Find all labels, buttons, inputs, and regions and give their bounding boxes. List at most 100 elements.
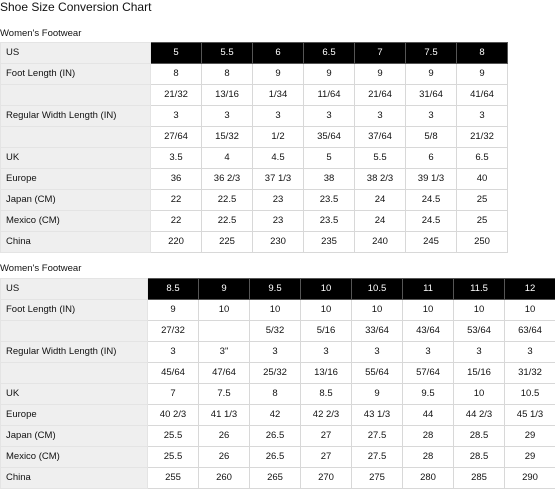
table-row: Europe 36 36 2/3 37 1/3 38 38 2/3 39 1/3 40 <box>0 168 508 190</box>
size-cell: 8 <box>201 63 253 85</box>
size-cell: 28 <box>402 425 454 447</box>
size-cell: 225 <box>201 231 253 253</box>
size-cell: 24 <box>354 210 406 232</box>
size-cell: 230 <box>252 231 304 253</box>
size-cell: 28.5 <box>453 446 505 468</box>
table-row: Foot Length (IN) 8 8 9 9 9 9 9 <box>0 63 508 85</box>
row-label: Regular Width Length (IN) <box>0 105 151 127</box>
size-cell: 24.5 <box>405 189 457 211</box>
size-cell: 6 <box>405 147 457 169</box>
size-cell: 10 <box>453 299 505 321</box>
size-cell: 3 <box>150 105 202 127</box>
size-cell: 22.5 <box>201 189 253 211</box>
row-label <box>0 126 151 148</box>
size-cell: 31/64 <box>405 84 457 106</box>
size-header-cell: 8.5 <box>147 278 199 300</box>
row-label: Japan (CM) <box>0 425 148 447</box>
size-cell: 5/16 <box>300 320 352 342</box>
size-cell: 23 <box>252 189 304 211</box>
size-cell: 9 <box>252 63 304 85</box>
size-cell: 53/64 <box>453 320 505 342</box>
row-label: US <box>0 42 151 64</box>
size-cell: 13/16 <box>300 362 352 384</box>
size-cell: 10 <box>504 299 555 321</box>
size-cell: 245 <box>405 231 457 253</box>
size-cell: 22 <box>150 210 202 232</box>
page-title: Shoe Size Conversion Chart <box>0 0 152 14</box>
size-cell: 13/16 <box>201 84 253 106</box>
size-header-cell: 5 <box>150 42 202 64</box>
size-cell: 250 <box>456 231 508 253</box>
size-cell: 240 <box>354 231 406 253</box>
size-cell: 10 <box>300 299 352 321</box>
size-header-cell: 9.5 <box>249 278 301 300</box>
table-row: UK 7 7.5 8 8.5 9 9.5 10 10.5 <box>0 383 555 405</box>
table-row: Japan (CM) 22 22.5 23 23.5 24 24.5 25 <box>0 189 508 211</box>
size-cell: 5 <box>303 147 355 169</box>
size-cell: 23.5 <box>303 189 355 211</box>
table-row: Regular Width Length (IN) 3 3" 3 3 3 3 3 3 <box>0 341 555 363</box>
size-cell: 24.5 <box>405 210 457 232</box>
table-row: China 255 260 265 270 275 280 285 290 <box>0 467 555 489</box>
size-header-cell: 8 <box>456 42 508 64</box>
size-cell: 27/64 <box>150 126 202 148</box>
size-cell: 9 <box>354 63 406 85</box>
header-row: US 5 5.5 6 6.5 7 7.5 8 <box>0 42 508 64</box>
size-cell: 8.5 <box>300 383 352 405</box>
size-cell: 45/64 <box>147 362 199 384</box>
size-cell: 8 <box>150 63 202 85</box>
size-cell: 255 <box>147 467 199 489</box>
size-cell: 265 <box>249 467 301 489</box>
size-cell: 6.5 <box>456 147 508 169</box>
size-cell: 21/32 <box>456 126 508 148</box>
size-cell: 15/16 <box>453 362 505 384</box>
size-cell: 29 <box>504 446 555 468</box>
size-cell: 63/64 <box>504 320 555 342</box>
size-cell: 4.5 <box>252 147 304 169</box>
size-cell: 5/32 <box>249 320 301 342</box>
size-cell: 33/64 <box>351 320 403 342</box>
size-cell: 11/64 <box>303 84 355 106</box>
table-row: Mexico (CM) 22 22.5 23 23.5 24 24.5 25 <box>0 210 508 232</box>
size-cell: 290 <box>504 467 555 489</box>
size-cell: 220 <box>150 231 202 253</box>
size-cell: 3 <box>456 105 508 127</box>
size-cell: 3 <box>354 105 406 127</box>
size-cell: 25.5 <box>147 425 199 447</box>
table-row: China 220 225 230 235 240 245 250 <box>0 231 508 253</box>
size-header-cell: 11 <box>402 278 454 300</box>
size-cell: 27 <box>300 425 352 447</box>
size-cell: 260 <box>198 467 250 489</box>
size-cell: 42 2/3 <box>300 404 352 426</box>
row-label: Mexico (CM) <box>0 446 148 468</box>
size-cell: 9.5 <box>402 383 454 405</box>
size-cell: 29 <box>504 425 555 447</box>
size-cell: 10 <box>453 383 505 405</box>
row-label: US <box>0 278 148 300</box>
row-label: Europe <box>0 168 151 190</box>
size-cell: 38 2/3 <box>354 168 406 190</box>
size-cell: 28 <box>402 446 454 468</box>
header-row: US 8.5 9 9.5 10 10.5 11 11.5 12 <box>0 278 555 300</box>
size-cell: 45 1/3 <box>504 404 555 426</box>
size-cell: 27.5 <box>351 446 403 468</box>
size-cell: 3 <box>504 341 555 363</box>
size-cell: 3 <box>303 105 355 127</box>
size-cell: 3 <box>147 341 199 363</box>
size-cell: 55/64 <box>351 362 403 384</box>
size-cell: 4 <box>201 147 253 169</box>
size-cell: 10 <box>351 299 403 321</box>
size-cell: 23 <box>252 210 304 232</box>
row-label: Europe <box>0 404 148 426</box>
size-cell: 3.5 <box>150 147 202 169</box>
size-table-2: US 8.5 9 9.5 10 10.5 11 11.5 12 Foot Length (IN) 9… <box>0 278 555 489</box>
size-cell: 10.5 <box>504 383 555 405</box>
size-cell <box>198 320 250 342</box>
size-header-cell: 6.5 <box>303 42 355 64</box>
size-cell: 31/32 <box>504 362 555 384</box>
size-cell: 36 2/3 <box>201 168 253 190</box>
size-header-cell: 9 <box>198 278 250 300</box>
table-row: Japan (CM) 25.5 26 26.5 27 27.5 28 28.5 29 <box>0 425 555 447</box>
size-cell: 3 <box>201 105 253 127</box>
size-cell: 3 <box>405 105 457 127</box>
